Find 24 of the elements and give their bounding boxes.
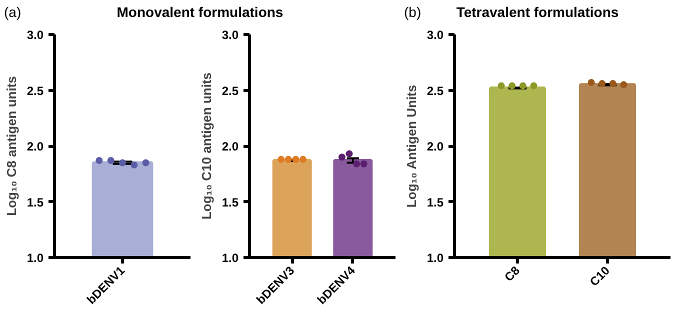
y-tick-label: 2.0 [26, 140, 44, 154]
text: (a) [4, 3, 22, 22]
y-tick-label: 3.0 [222, 28, 239, 42]
text: (b) [404, 3, 422, 22]
y-tick-label: 1.0 [26, 251, 44, 265]
y-tick-label: 2.0 [426, 140, 444, 154]
y-tick-label: 1.0 [426, 251, 444, 265]
y-tick-label: 3.0 [26, 28, 44, 42]
y-tick-label: 1.5 [26, 195, 44, 210]
chart-title: Tetravalent formulations [456, 4, 619, 20]
x-tick-label: C8 [502, 263, 523, 284]
y-axis-title: Log₁₀ Antigen Units [404, 84, 419, 208]
y-axis-title: Log₁₀ C10 antigen units [198, 72, 214, 220]
y-tick-label: 1.0 [222, 251, 239, 265]
x-tick-label: C10 [586, 263, 613, 290]
y-tick-label: 2.5 [426, 84, 444, 98]
y-tick-label: 2.5 [222, 84, 239, 98]
y-tick-label: 1.5 [222, 195, 239, 210]
y-tick-label: 2.5 [26, 84, 44, 98]
y-tick-label: 1.5 [426, 195, 444, 210]
y-axis-title: Log₁₀ C8 antigen units [4, 76, 19, 216]
y-tick-label: 2.0 [222, 140, 239, 154]
y-tick-label: 3.0 [426, 28, 444, 42]
text: Monovalent formulations [116, 4, 284, 20]
